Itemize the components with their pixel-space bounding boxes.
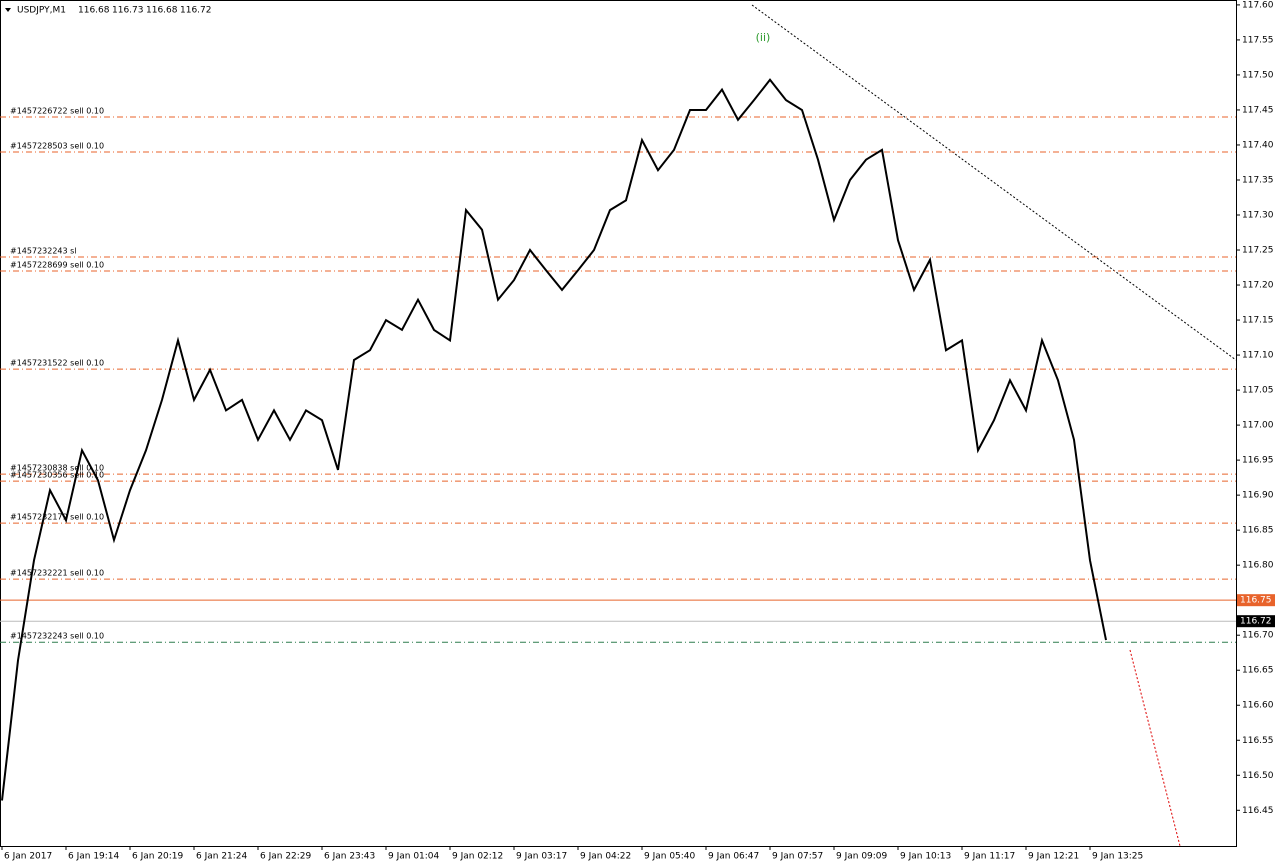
x-tick-label: 9 Jan 09:09	[836, 852, 888, 862]
x-tick-label: 9 Jan 10:13	[900, 852, 951, 862]
y-tick-label: 116.50	[1242, 771, 1274, 781]
price-label: 116.75	[1240, 596, 1272, 606]
x-tick-label: 9 Jan 13:25	[1092, 852, 1143, 862]
price-box	[1237, 594, 1275, 607]
x-tick-label: 9 Jan 05:40	[644, 852, 696, 862]
y-tick-label: 116.80	[1242, 561, 1274, 571]
y-tick-label: 117.35	[1242, 175, 1274, 185]
ohlc-value: 116.68	[78, 6, 110, 16]
y-tick-label: 116.95	[1242, 456, 1274, 466]
y-tick-label: 117.20	[1242, 281, 1274, 291]
order-label: #1457228699 sell 0.10	[10, 261, 104, 270]
y-tick-label: 117.15	[1242, 316, 1274, 326]
y-tick-label: 116.90	[1242, 491, 1274, 501]
x-tick-label: 6 Jan 23:43	[324, 852, 375, 862]
y-tick-label: 117.25	[1242, 246, 1274, 256]
y-tick-label: 117.50	[1242, 70, 1274, 80]
y-tick-label: 117.00	[1242, 421, 1274, 431]
y-tick-label: 116.85	[1242, 526, 1274, 536]
y-tick-label: 117.05	[1242, 386, 1274, 396]
wave-label: (ii)	[756, 31, 771, 44]
x-tick-label: 6 Jan 20:19	[132, 852, 184, 862]
order-label: #1457232243 sell 0.10	[10, 632, 104, 641]
y-tick-label: 116.45	[1242, 806, 1274, 816]
order-label: #1457228503 sell 0.10	[10, 141, 104, 150]
y-tick-label: 117.60	[1242, 0, 1274, 10]
projection-line	[1129, 649, 1181, 847]
x-tick-label: 9 Jan 07:57	[772, 852, 823, 862]
order-label: #1457230838 sell 0.10	[10, 464, 104, 473]
y-tick-label: 116.70	[1242, 631, 1274, 641]
menu-arrow[interactable]	[5, 8, 11, 12]
order-label: #1457232179 sell 0.10	[10, 513, 104, 522]
x-tick-label: 9 Jan 03:17	[516, 852, 567, 862]
x-tick-label: 6 Jan 2017	[4, 852, 52, 862]
order-label: #1457231522 sell 0.10	[10, 359, 104, 368]
y-tick-label: 117.45	[1242, 105, 1274, 115]
price-label: 116.72	[1240, 617, 1272, 627]
order-label: #1457226722 sell 0.10	[10, 106, 104, 115]
trendline	[751, 4, 1237, 361]
y-tick-label: 117.10	[1242, 351, 1274, 361]
ohlc-value: 116.68	[146, 6, 178, 16]
x-tick-label: 9 Jan 12:21	[1028, 852, 1079, 862]
order-label: #1457232221 sell 0.10	[10, 569, 104, 578]
y-tick-label: 116.55	[1242, 736, 1274, 746]
x-tick-label: 9 Jan 06:47	[708, 852, 759, 862]
order-label: #1457232243 sl	[10, 247, 77, 256]
x-tick-label: 9 Jan 04:22	[580, 852, 631, 862]
price-box	[1237, 615, 1275, 628]
y-tick-label: 117.40	[1242, 140, 1274, 150]
plot-frame	[0, 0, 1237, 847]
x-tick-label: 9 Jan 02:12	[452, 852, 503, 862]
price-series	[1, 78, 1107, 801]
y-tick-label: 116.60	[1242, 701, 1274, 711]
ohlc-value: 116.72	[180, 6, 212, 16]
order-label: #1457230356 sell 0.10	[10, 471, 104, 480]
x-tick-label: 6 Jan 19:14	[68, 852, 120, 862]
x-tick-label: 6 Jan 22:29	[260, 852, 312, 862]
x-tick-label: 6 Jan 21:24	[196, 852, 248, 862]
x-tick-label: 9 Jan 01:04	[388, 852, 440, 862]
ohlc-value: 116.73	[112, 6, 144, 16]
y-tick-label: 117.55	[1242, 35, 1274, 45]
y-tick-label: 117.30	[1242, 211, 1274, 221]
y-tick-label: 116.65	[1242, 666, 1274, 676]
x-tick-label: 9 Jan 11:17	[964, 852, 1015, 862]
symbol: USDJPY,M1	[17, 6, 66, 16]
